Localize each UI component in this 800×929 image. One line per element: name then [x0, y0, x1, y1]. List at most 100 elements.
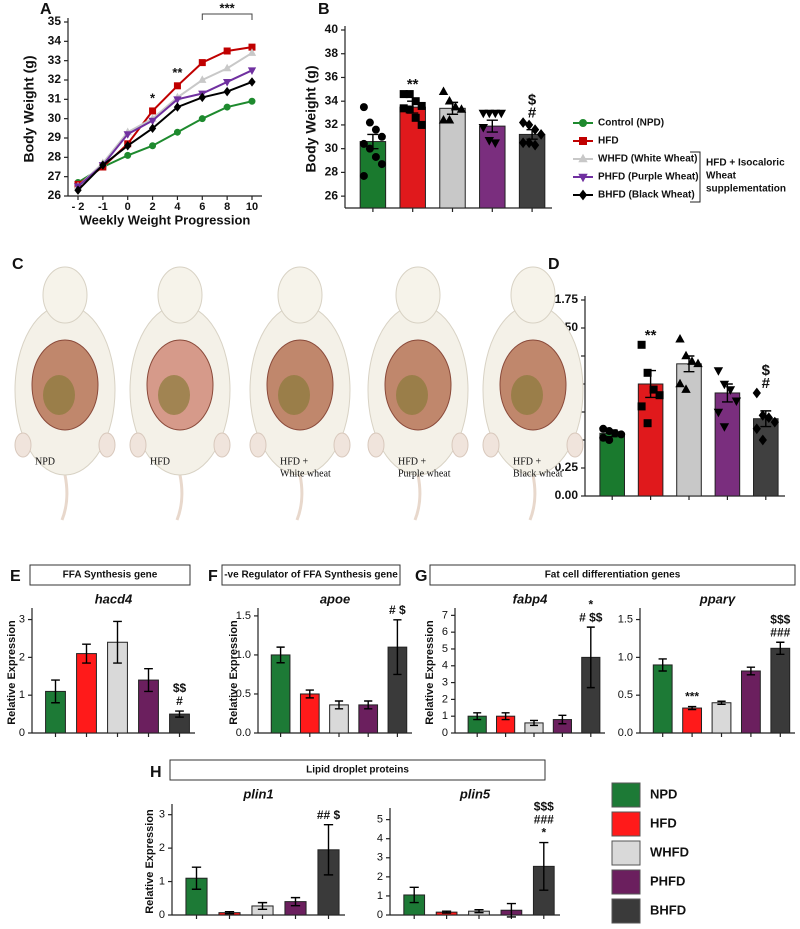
photo-caption: Purple wheat: [398, 468, 451, 479]
y-tick-label: 30: [325, 141, 339, 155]
point: [74, 185, 82, 195]
point: [247, 67, 257, 75]
error-bar: [501, 712, 510, 721]
data-point: [444, 95, 455, 105]
legend-label: WHFD (White Wheat): [598, 154, 697, 165]
panel-label: D: [548, 256, 560, 273]
point: [124, 151, 132, 159]
bar: [711, 702, 732, 734]
significance: **: [645, 327, 657, 344]
data-point: [524, 119, 534, 131]
legend-marker: [579, 137, 587, 145]
y-tick-label: 28: [48, 150, 62, 164]
data-point: [770, 416, 779, 428]
rat-organ: [511, 375, 543, 415]
point: [223, 47, 231, 55]
x-tick-label: - 2: [72, 201, 85, 213]
bar: [714, 392, 741, 497]
y-axis-label: Relative Expression: [424, 620, 436, 725]
bar: [637, 383, 664, 497]
data-point: [359, 139, 368, 148]
data-point: [496, 109, 506, 119]
rat-paw: [367, 432, 385, 458]
significance: ***: [685, 690, 699, 704]
y-tick-label: 7: [442, 609, 448, 621]
y-tick-label: 0.0: [618, 727, 633, 739]
legend-label: PHFD: [650, 873, 685, 888]
y-tick-label: 2: [159, 842, 165, 854]
chart-title: apoe: [320, 591, 350, 606]
significance: # $: [389, 603, 406, 617]
legend-bracket: [690, 151, 701, 203]
data-point: [675, 378, 685, 388]
data-point: [484, 137, 494, 146]
photo-caption: HFD +: [398, 456, 427, 467]
y-tick-label: 34: [48, 34, 62, 48]
rat-organ: [396, 375, 428, 415]
data-point: [681, 384, 691, 393]
y-tick-label: 4: [377, 833, 383, 845]
y-tick-label: 0.00: [555, 488, 579, 502]
group-title: FFA Synthesis gene: [63, 570, 158, 581]
significance: $: [528, 92, 537, 109]
data-point: [478, 124, 488, 133]
significance: #: [762, 375, 771, 392]
group-title: Lipid droplet proteins: [306, 765, 409, 776]
series-line: [77, 52, 253, 188]
x-tick-label: 8: [224, 201, 230, 213]
y-tick-label: 3: [159, 809, 165, 821]
error-bar: [717, 700, 726, 705]
bar: [270, 654, 291, 734]
y-tick-label: 40: [325, 22, 339, 36]
x-tick-label: 4: [174, 201, 181, 213]
data-point: [655, 391, 664, 400]
data-point: [530, 124, 540, 136]
panel-label: C: [12, 256, 24, 273]
panel-label: B: [318, 1, 330, 18]
error-bar: [175, 710, 184, 718]
data-point: [484, 109, 494, 119]
data-point: [450, 101, 461, 111]
rat-organ: [278, 375, 310, 415]
data-point: [490, 139, 500, 148]
y-tick-label: 33: [48, 53, 62, 67]
y-tick-label: 2: [442, 693, 448, 705]
data-point: [713, 408, 724, 418]
data-point: [377, 160, 386, 169]
error-bar: [530, 719, 538, 727]
point: [149, 107, 157, 115]
data-point: [731, 397, 742, 407]
panel-label: F: [208, 568, 218, 585]
error-bar: [51, 679, 60, 704]
legend-note: supplementation: [706, 184, 786, 195]
data-point: [456, 104, 467, 113]
error-bar: [224, 910, 235, 915]
rat-tail: [175, 474, 184, 521]
data-point: [365, 118, 374, 127]
data-point: [359, 103, 368, 112]
bar: [299, 693, 320, 734]
legend-label: NPD: [650, 786, 677, 801]
significance: # $$: [579, 610, 603, 624]
y-tick-label: 1.75: [555, 292, 579, 306]
legend-marker: [579, 119, 587, 127]
significance: *: [541, 826, 546, 840]
significance: #: [528, 105, 537, 122]
data-point: [417, 101, 426, 110]
data-point: [752, 387, 761, 399]
y-tick-label: 1: [159, 875, 165, 887]
y-tick-label: 6: [442, 626, 448, 638]
bar: [740, 670, 761, 734]
y-tick-label: 30: [48, 111, 62, 125]
legend-label: HFD: [598, 136, 619, 147]
legend-note: HFD + Isocaloric: [706, 158, 785, 169]
data-point: [377, 132, 386, 141]
y-axis-label: Relative Expression: [144, 809, 156, 914]
bar: [753, 418, 779, 497]
significance: ###: [770, 625, 790, 639]
point: [198, 115, 206, 123]
y-tick-label: 1: [377, 890, 383, 902]
series-line: [77, 100, 253, 184]
y-tick-label: 34: [325, 93, 339, 107]
